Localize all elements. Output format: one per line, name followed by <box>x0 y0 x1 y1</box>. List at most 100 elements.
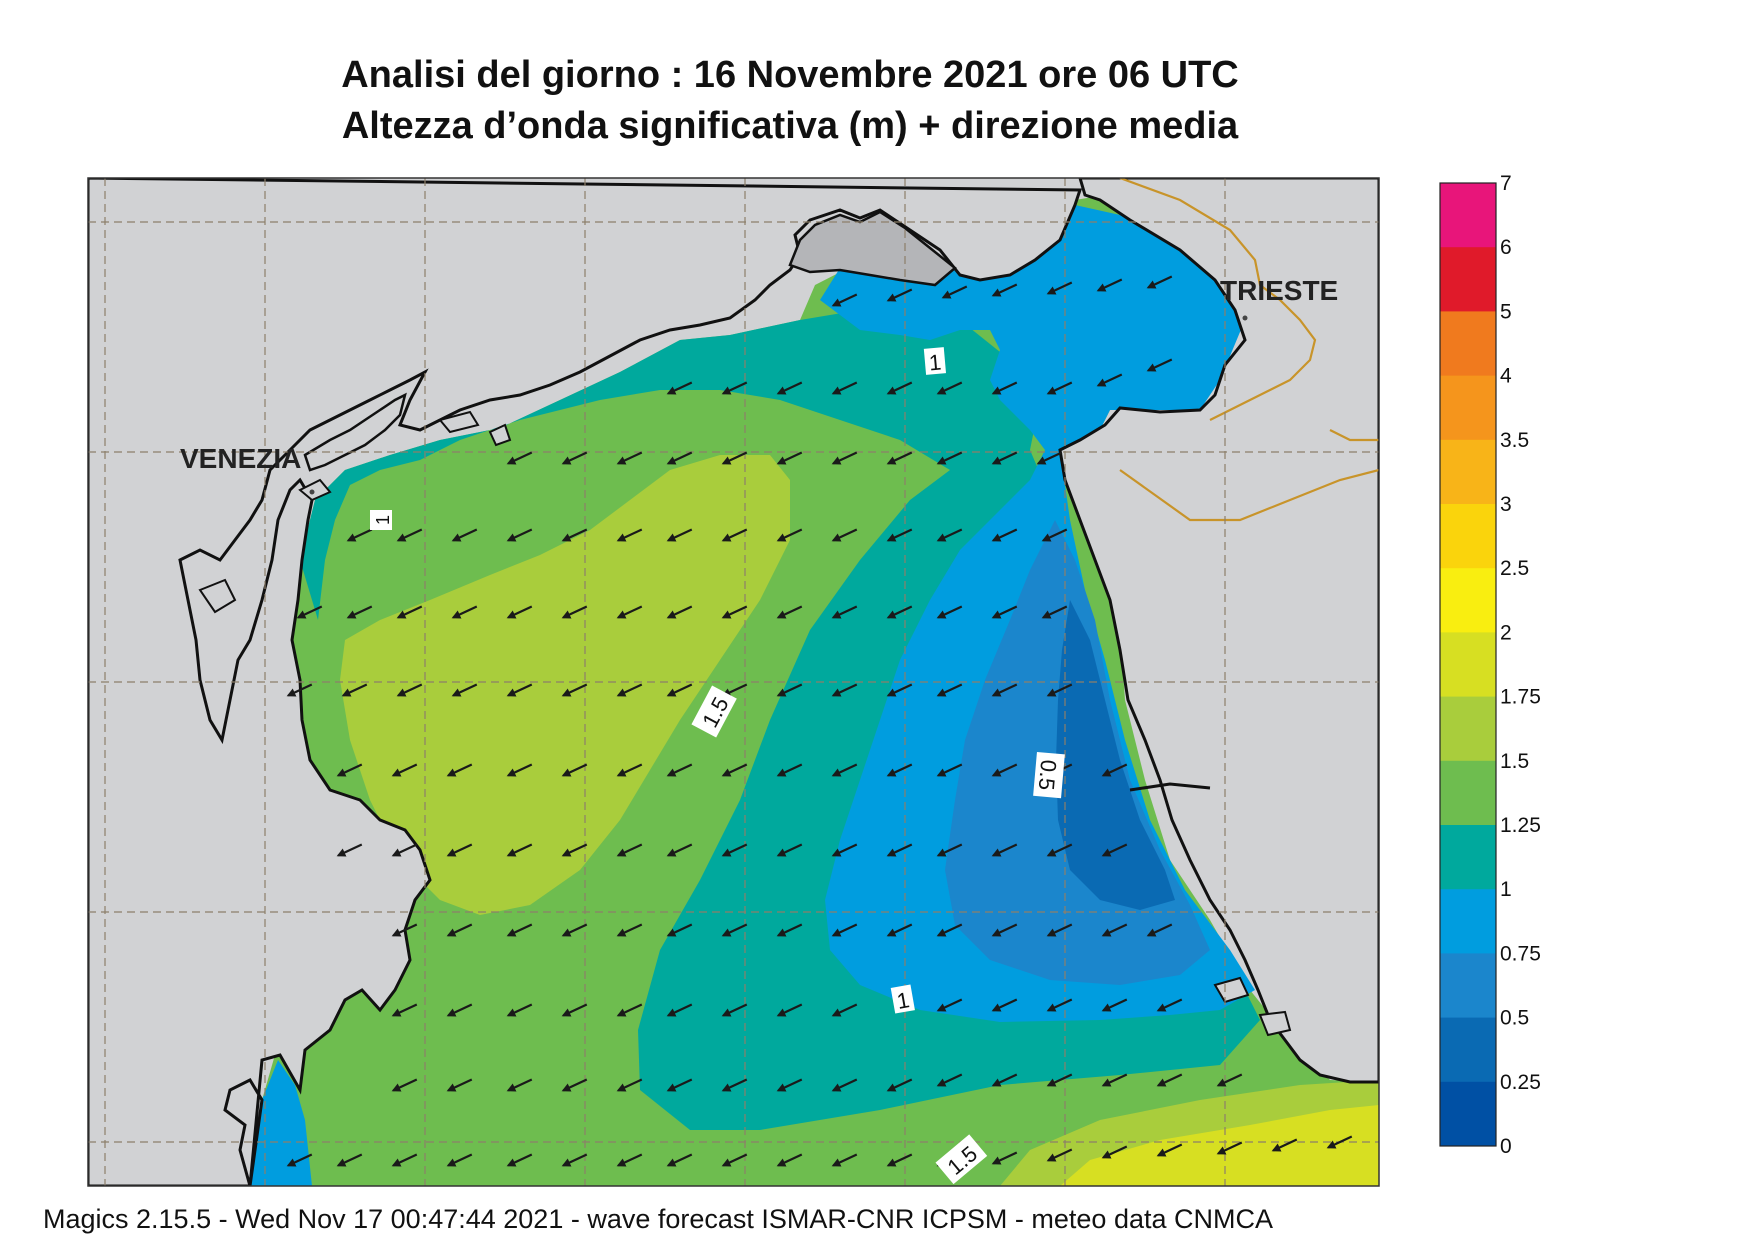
istria-island-2 <box>1258 1010 1292 1037</box>
wave-arrow <box>886 763 913 777</box>
wave-arrow <box>506 843 533 857</box>
wave-arrow <box>831 1003 858 1017</box>
wave-arrow <box>991 843 1018 857</box>
wave-arrow <box>1216 1073 1243 1087</box>
wave-arrow <box>666 451 693 465</box>
wave-arrow <box>446 1153 473 1167</box>
wave-arrow <box>886 1153 913 1167</box>
colorbar-swatch <box>1440 568 1496 633</box>
wave-arrow <box>391 923 418 937</box>
wave-arrow <box>506 528 533 542</box>
wave-arrow <box>776 1003 803 1017</box>
wave-arrow <box>991 683 1018 697</box>
wave-arrow <box>616 451 643 465</box>
wave-arrow <box>991 1151 1018 1165</box>
wave-arrow <box>561 923 588 937</box>
wave-arrow <box>1101 843 1128 857</box>
colorbar-swatch <box>1440 375 1496 441</box>
map-frame <box>87 177 1380 1187</box>
colorbar-tick-label: 3.5 <box>1500 429 1529 452</box>
colorbar-tick-label: 1.75 <box>1500 686 1541 709</box>
wave-arrow <box>616 923 643 937</box>
wave-arrow <box>721 1003 748 1017</box>
wave-arrow <box>561 1078 588 1092</box>
wave-arrow <box>936 451 963 465</box>
istria-island-1 <box>1213 976 1250 1004</box>
wave-arrow <box>776 381 803 395</box>
wave-arrow <box>451 528 478 542</box>
wave-arrow <box>1096 278 1123 292</box>
lagoon-island-2 <box>438 410 480 434</box>
wave-arrow <box>616 683 643 697</box>
colorbar-swatch <box>1440 1081 1496 1147</box>
colorbar-swatch <box>1440 825 1496 890</box>
wave-arrow <box>1101 998 1128 1012</box>
wave-arrow <box>936 528 963 542</box>
wave-arrow <box>666 843 693 857</box>
wave-arrow <box>506 923 533 937</box>
wave-arrow <box>936 1073 963 1087</box>
wave-arrow <box>886 1078 913 1092</box>
colorbar-tick-label: 5 <box>1500 300 1512 323</box>
wave-arrow <box>1101 923 1128 937</box>
colorbar-tick-label: 2 <box>1500 621 1512 644</box>
wave-arrow <box>936 763 963 777</box>
wave-arrow <box>776 1153 803 1167</box>
wave-arrow <box>341 683 368 697</box>
istria-spit <box>1129 782 1211 792</box>
contour-label-text: 1 <box>895 987 911 1014</box>
wave-arrow <box>1046 683 1073 697</box>
map-panel: 1 1.5 0.5 1 1.5 1 VENEZIA TRIESTE <box>88 178 1379 1186</box>
colorbar-tick-label: 1.25 <box>1500 814 1541 837</box>
colorbar-swatch <box>1440 311 1496 377</box>
city-marker-venezia <box>309 489 315 495</box>
wave-arrow <box>1046 923 1073 937</box>
wave-arrow <box>831 763 858 777</box>
wave-arrow <box>391 1078 418 1092</box>
wave-arrow <box>776 1078 803 1092</box>
colorbar-tick-label: 0.75 <box>1500 942 1541 965</box>
wave-arrow <box>1156 1073 1183 1087</box>
wave-arrow <box>1101 763 1128 777</box>
contour-label-1-south: 1 <box>890 984 915 1014</box>
contour-label-1-venezia: 1 <box>370 510 393 530</box>
wave-arrow <box>721 528 748 542</box>
wave-arrow <box>776 605 803 619</box>
wave-arrow <box>831 293 858 307</box>
wave-arrow <box>936 683 963 697</box>
wave-arrow <box>776 451 803 465</box>
wave-arrow <box>666 528 693 542</box>
contour-label-text: 1 <box>373 515 393 525</box>
wave-arrow <box>1156 1143 1183 1157</box>
wave-arrow <box>396 605 423 619</box>
colorbar-tick-label: 0 <box>1500 1135 1512 1158</box>
colorbar-swatch <box>1440 504 1496 569</box>
wave-arrow <box>991 605 1018 619</box>
wave-arrow <box>1146 923 1173 937</box>
contour-label-0.5-east: 0.5 <box>1033 751 1065 799</box>
wave-arrow <box>886 843 913 857</box>
wave-arrow <box>561 1153 588 1167</box>
wave-arrow <box>1096 373 1123 387</box>
wave-arrow <box>831 923 858 937</box>
map-title: Analisi del giorno : 16 Novembre 2021 or… <box>341 54 1239 96</box>
wave-arrow <box>286 683 313 697</box>
wave-arrow <box>1046 1148 1073 1162</box>
wave-arrow <box>396 683 423 697</box>
wave-arrow <box>886 451 913 465</box>
wave-arrow <box>831 843 858 857</box>
wave-arrow <box>666 763 693 777</box>
wave-arrow <box>616 843 643 857</box>
wave-arrow <box>831 451 858 465</box>
wave-arrow <box>391 1153 418 1167</box>
colorbar-tick-label: 2.5 <box>1500 557 1529 580</box>
wave-arrow <box>831 683 858 697</box>
wave-arrow <box>666 1153 693 1167</box>
sea-band-0.25 <box>1056 600 1175 910</box>
contour-label-text: 1 <box>928 350 942 376</box>
wave-arrow <box>1146 275 1173 289</box>
graticule <box>88 178 1379 1186</box>
colorbar-tick-label: 1.5 <box>1500 750 1529 773</box>
sea-band-1.5 <box>340 455 790 915</box>
